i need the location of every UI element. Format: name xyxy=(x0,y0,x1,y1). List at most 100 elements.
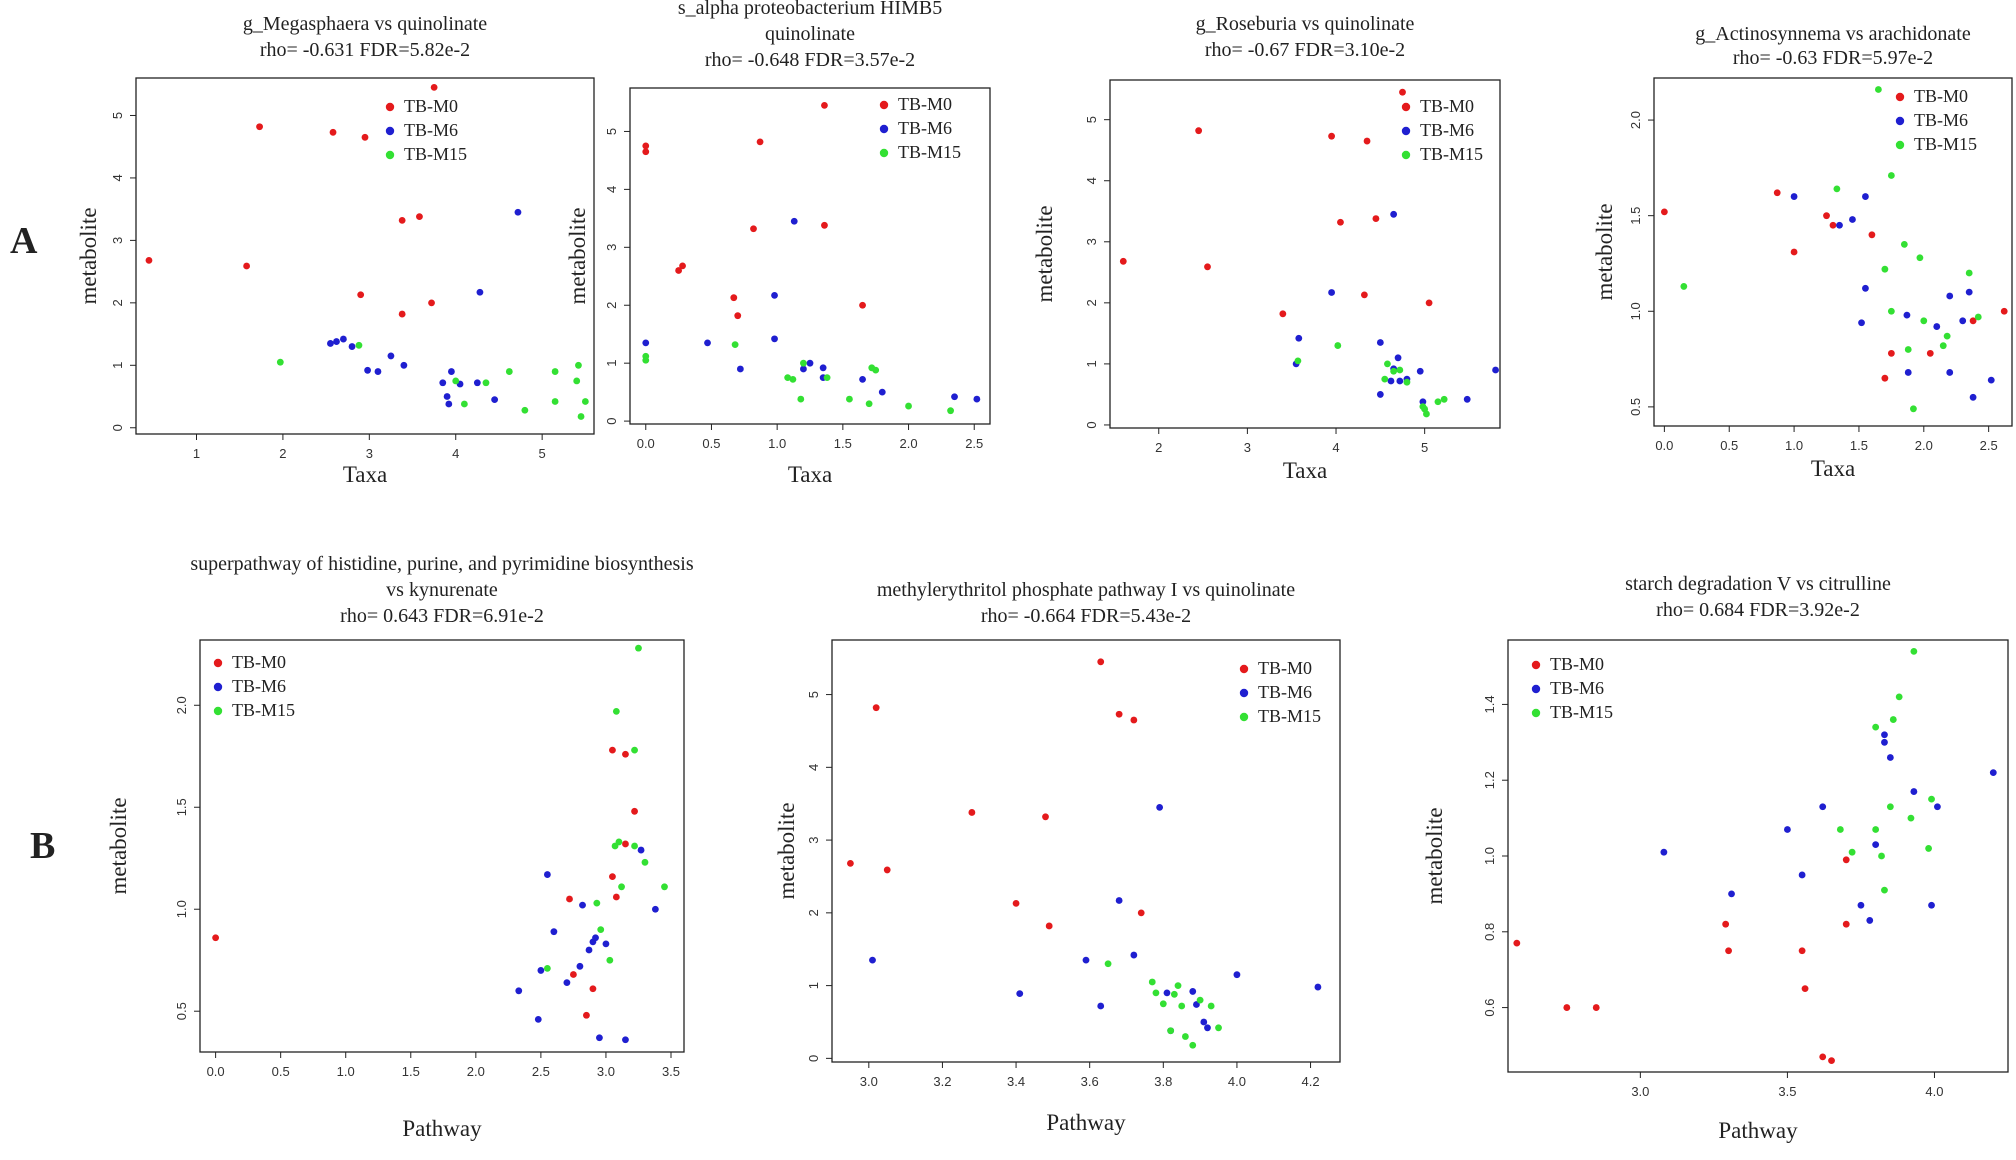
data-point-tb-m0 xyxy=(642,142,650,150)
data-point-tb-m0 xyxy=(1773,189,1781,197)
data-point-tb-m6 xyxy=(491,396,499,404)
legend-label: TB-M0 xyxy=(1914,86,1968,106)
data-point-tb-m6 xyxy=(1387,377,1395,385)
data-point-tb-m6 xyxy=(550,928,558,936)
chart-title-line: methylerythritol phosphate pathway I vs … xyxy=(877,579,1295,601)
data-point-tb-m0 xyxy=(589,985,597,993)
data-point-tb-m15 xyxy=(1334,342,1342,349)
data-point-tb-m15 xyxy=(1384,360,1391,368)
data-point-tb-m6 xyxy=(1492,366,1499,374)
data-point-tb-m15 xyxy=(1294,357,1302,365)
y-axis-label: metabolite xyxy=(774,802,799,899)
data-point-tb-m0 xyxy=(566,895,573,903)
y-axis-label: metabolite xyxy=(1422,807,1447,904)
x-axis-label: Pathway xyxy=(1046,1110,1126,1135)
data-point-tb-m0 xyxy=(1823,212,1830,220)
y-axis-label: metabolite xyxy=(106,797,131,894)
x-axis-label: Pathway xyxy=(402,1116,482,1141)
data-point-tb-m6 xyxy=(1204,1024,1211,1032)
data-point-tb-m15 xyxy=(1925,845,1932,852)
legend-marker xyxy=(1239,688,1249,698)
data-point-tb-m6 xyxy=(1866,917,1874,924)
data-point-tb-m6 xyxy=(534,1015,542,1023)
data-point-tb-m0 xyxy=(1842,920,1850,928)
data-point-tb-m15 xyxy=(581,398,589,405)
plot-frame xyxy=(135,77,595,435)
legend-label: TB-M6 xyxy=(404,120,458,140)
data-point-tb-m6 xyxy=(859,375,866,383)
y-tick-label: 3 xyxy=(604,244,619,251)
data-point-tb-m6 xyxy=(790,217,798,225)
y-tick-label: 3 xyxy=(110,237,125,244)
chart-title-line: vs kynurenate xyxy=(386,579,498,601)
legend-marker xyxy=(1531,684,1541,694)
legend-marker xyxy=(1239,712,1249,722)
data-point-tb-m15 xyxy=(460,400,468,408)
data-point-tb-m15 xyxy=(618,883,625,891)
data-point-tb-m15 xyxy=(615,838,623,846)
data-point-tb-m0 xyxy=(821,101,828,109)
data-point-tb-m6 xyxy=(1115,897,1123,904)
data-point-tb-m15 xyxy=(612,707,620,715)
data-point-tb-m15 xyxy=(1390,367,1398,375)
x-tick-label: 0.5 xyxy=(702,436,720,451)
data-point-tb-m6 xyxy=(1130,951,1138,959)
x-tick-label: 3.2 xyxy=(933,1074,951,1089)
data-point-tb-m0 xyxy=(1842,856,1850,864)
data-point-tb-m15 xyxy=(784,374,792,382)
data-point-tb-m0 xyxy=(622,750,629,758)
data-point-tb-m0 xyxy=(1130,716,1138,724)
data-point-tb-m6 xyxy=(1849,216,1856,223)
data-point-tb-m0 xyxy=(1592,1004,1600,1011)
data-point-tb-m6 xyxy=(387,352,395,360)
data-point-tb-m6 xyxy=(576,962,584,970)
data-point-tb-m15 xyxy=(1440,395,1448,403)
data-point-tb-m6 xyxy=(951,393,958,401)
data-point-tb-m6 xyxy=(1904,369,1912,376)
x-tick-label: 3.8 xyxy=(1154,1074,1172,1089)
chart-7: starch degradation V vs citrulline rho= 0… xyxy=(1422,573,2009,1143)
data-point-tb-m0 xyxy=(1725,947,1732,955)
data-point-tb-m0 xyxy=(1425,299,1433,307)
data-point-tb-m6 xyxy=(806,359,814,367)
data-point-tb-m6 xyxy=(1969,393,1977,401)
data-point-tb-m0 xyxy=(243,262,251,270)
chart-title-line: rho= -0.67 FDR=3.10e-2 xyxy=(1205,39,1405,61)
data-point-tb-m0 xyxy=(2000,307,2008,315)
legend-marker xyxy=(1401,150,1411,160)
data-point-tb-m0 xyxy=(1828,1057,1835,1065)
y-tick-label: 5 xyxy=(806,691,821,698)
data-point-tb-m15 xyxy=(521,406,529,414)
data-point-tb-m6 xyxy=(1933,323,1941,330)
y-tick-label: 1.0 xyxy=(1482,847,1497,865)
data-point-tb-m0 xyxy=(1868,231,1876,239)
plot-frame xyxy=(1109,79,1501,429)
legend-label: TB-M0 xyxy=(1420,96,1474,116)
legend-marker xyxy=(879,124,889,134)
data-point-tb-m6 xyxy=(448,368,455,375)
data-point-tb-m6 xyxy=(1784,826,1791,833)
data-point-tb-m6 xyxy=(1819,803,1827,811)
data-point-tb-m6 xyxy=(445,400,453,408)
x-tick-label: 1.5 xyxy=(1850,438,1868,453)
y-tick-label: 4 xyxy=(604,186,619,193)
data-point-tb-m0 xyxy=(1887,349,1895,357)
data-point-tb-m6 xyxy=(1965,288,1973,296)
data-point-tb-m15 xyxy=(1907,814,1915,822)
data-point-tb-m0 xyxy=(609,746,616,754)
data-point-tb-m15 xyxy=(1833,185,1841,193)
legend-marker xyxy=(1895,140,1905,150)
data-point-tb-m0 xyxy=(1660,208,1668,216)
data-point-tb-m6 xyxy=(1886,754,1894,761)
data-point-tb-m6 xyxy=(333,338,340,345)
data-point-tb-m6 xyxy=(1836,221,1843,229)
data-point-tb-m15 xyxy=(865,400,873,408)
data-point-tb-m6 xyxy=(1396,377,1404,385)
chart-title-line: rho= 0.684 FDR=3.92e-2 xyxy=(1656,599,1860,621)
data-point-tb-m0 xyxy=(750,225,757,233)
charts-container: g_Megasphaera vs quinolinate rho= -0.631 … xyxy=(76,0,2013,1143)
data-point-tb-m15 xyxy=(631,842,638,850)
data-point-tb-m0 xyxy=(883,866,891,874)
legend-marker xyxy=(385,150,395,160)
